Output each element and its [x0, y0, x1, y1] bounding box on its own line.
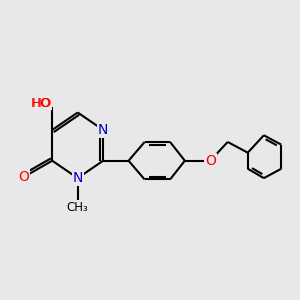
Text: CH₃: CH₃ [67, 201, 88, 214]
Text: N: N [98, 123, 108, 137]
Text: H: H [42, 97, 52, 110]
Text: O: O [19, 170, 29, 184]
Text: HO: HO [31, 97, 51, 110]
Text: HO: HO [31, 97, 52, 110]
Text: O: O [205, 154, 216, 168]
Text: N: N [73, 171, 83, 185]
